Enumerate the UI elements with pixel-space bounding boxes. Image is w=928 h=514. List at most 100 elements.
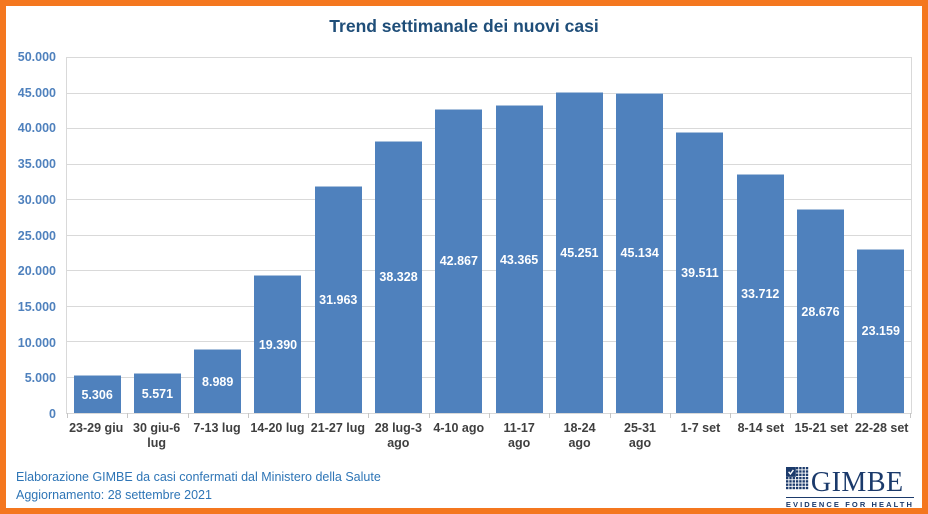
bar-column: 38.328 <box>368 58 428 413</box>
gridline <box>67 270 911 271</box>
x-category-label: 7-13 lug <box>193 421 241 435</box>
bar-column: 43.365 <box>489 58 549 413</box>
y-tick-label: 0 <box>49 407 56 421</box>
plot-area: 5.306 5.571 8.989 19.390 31.963 38.328 42.867 4… <box>66 57 912 418</box>
gimbe-wordmark: GIMBE <box>810 467 904 498</box>
x-axis-tick <box>187 413 189 418</box>
bar-value-label: 45.251 <box>560 245 599 260</box>
x-axis-tick <box>730 413 732 418</box>
y-tick-label: 5.000 <box>24 371 56 386</box>
bar-value-label: 5.306 <box>81 387 113 402</box>
update-line: Aggiornamento: 28 settembre 2021 <box>16 488 212 502</box>
bar-column: 33.712 <box>730 58 790 413</box>
y-tick-label: 40.000 <box>17 121 56 136</box>
bar-value-label: 31.963 <box>319 293 358 308</box>
bar-value-label: 19.390 <box>258 337 298 352</box>
source-note: Elaborazione GIMBE da casi confermati da… <box>16 468 381 504</box>
bar-column: 5.571 <box>127 58 187 413</box>
bar-column: 39.511 <box>670 58 730 413</box>
gimbe-grid-check-icon <box>785 467 809 495</box>
logo-tagline: EVIDENCE FOR HEALTH <box>785 500 914 509</box>
y-tick-label: 10.000 <box>17 335 56 350</box>
x-axis-tick <box>247 413 249 418</box>
x-axis-tick <box>489 413 490 418</box>
x-category-label: 23-29 giu <box>69 421 124 435</box>
bar: 23.159 <box>857 248 905 413</box>
gridline <box>67 376 911 378</box>
x-category-label: 25-31 ago <box>624 421 656 450</box>
x-category-label: 15-21 set <box>794 421 849 435</box>
gridline <box>67 234 911 236</box>
bar-value-label: 33.712 <box>741 286 780 301</box>
y-tick-label: 15.000 <box>17 299 56 314</box>
bar: 43.365 <box>495 105 543 413</box>
gimbe-logo: GIMBE EVIDENCE FOR HEALTH <box>785 467 914 509</box>
bar-column: 8.989 <box>188 58 248 413</box>
x-category-label: 4-10 ago <box>433 421 485 435</box>
x-axis-tick <box>850 413 852 418</box>
bar-value-label: 39.511 <box>681 266 719 281</box>
bar: 45.251 <box>555 91 603 413</box>
bar-column: 42.867 <box>429 58 489 413</box>
x-category-label: 21-27 lug <box>310 421 365 435</box>
y-tick-label: 50.000 <box>17 50 56 64</box>
x-axis-tick <box>669 413 671 418</box>
logo-divider: EVIDENCE FOR HEALTH <box>785 497 914 509</box>
bar-column: 5.306 <box>67 58 127 413</box>
gridline <box>67 92 911 94</box>
x-category-label: 28 lug-3 ago <box>374 421 422 450</box>
bar: 5.571 <box>133 373 181 413</box>
x-category-label: 18-24 ago <box>563 421 596 450</box>
y-tick-label: 20.000 <box>17 264 56 279</box>
x-category-label: 1-7 set <box>680 421 721 435</box>
y-tick-label: 25.000 <box>17 228 56 243</box>
bar-value-label: 28.676 <box>801 304 840 319</box>
bar-column: 45.251 <box>549 58 609 413</box>
y-tick-label: 45.000 <box>17 85 56 100</box>
bar-value-label: 23.159 <box>861 324 900 339</box>
bar: 5.306 <box>73 375 121 413</box>
x-axis-tick <box>790 413 792 418</box>
x-axis-tick <box>67 413 68 418</box>
x-axis-tick <box>910 413 911 418</box>
x-axis-tick <box>549 413 551 418</box>
x-axis-tick <box>428 413 430 418</box>
x-axis-labels: 23-29 giu 30 giu-6 lug 7-13 lug 14-20 lug 21… <box>66 421 912 451</box>
x-category-label: 11-17 ago <box>503 421 535 450</box>
y-tick-label: 30.000 <box>17 192 56 207</box>
source-line: Elaborazione GIMBE da casi confermati da… <box>16 470 381 484</box>
gridline <box>67 128 911 129</box>
bar-value-label: 38.328 <box>379 270 418 285</box>
bar-column: 31.963 <box>308 58 368 413</box>
bar: 38.328 <box>375 140 423 413</box>
x-axis-tick <box>127 413 129 418</box>
gridline <box>67 341 911 342</box>
y-axis: 0 5.000 10.000 15.000 20.000 25.000 30.000 35.0… <box>6 50 60 421</box>
chart-title: Trend settimanale dei nuovi casi <box>329 16 599 36</box>
bar: 28.676 <box>797 209 845 413</box>
y-tick-label: 35.000 <box>17 157 56 172</box>
bar-value-label: 5.571 <box>141 386 174 401</box>
x-axis-tick <box>368 413 370 418</box>
x-category-label: 30 giu-6 lug <box>133 421 181 450</box>
bar-series: 5.306 5.571 8.989 19.390 31.963 38.328 42.867 4… <box>67 58 911 413</box>
gridline <box>67 163 911 165</box>
bar: 31.963 <box>314 186 362 413</box>
bar-value-label: 42.867 <box>439 254 478 269</box>
bar: 33.712 <box>736 173 784 413</box>
bar-value-label: 43.365 <box>499 252 539 267</box>
bar-column: 23.159 <box>851 58 911 413</box>
bar-value-label: 45.134 <box>620 246 659 261</box>
x-category-label: 14-20 lug <box>250 421 305 435</box>
x-category-label: 22-28 set <box>854 421 909 435</box>
bar: 39.511 <box>676 132 724 413</box>
bar-column: 45.134 <box>610 58 670 413</box>
bar-column: 28.676 <box>790 58 850 413</box>
bar: 45.134 <box>616 92 664 413</box>
x-category-label: 8-14 set <box>737 421 785 435</box>
gridline <box>67 305 911 307</box>
bar-column: 19.390 <box>248 58 308 413</box>
x-axis-tick <box>609 413 611 418</box>
bar: 19.390 <box>254 275 302 413</box>
